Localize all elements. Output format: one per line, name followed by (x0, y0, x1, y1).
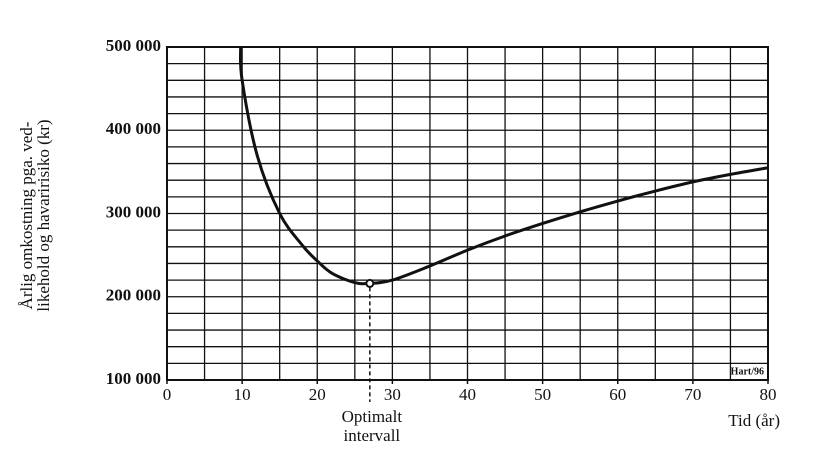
y-tick-label: 500 000 (106, 36, 161, 55)
y-axis-label: likehold og havaririsiko (kr) (34, 119, 53, 311)
y-tick-label: 400 000 (106, 119, 161, 138)
x-tick-label: 20 (309, 385, 326, 404)
y-tick-label: 100 000 (106, 369, 161, 388)
x-tick-label: 80 (760, 385, 777, 404)
optimum-marker (365, 278, 375, 288)
x-tick-label: 0 (163, 385, 172, 404)
cost-curve (238, 46, 769, 286)
credit: Hart/96 (731, 366, 764, 377)
x-tick-label: 50 (534, 385, 551, 404)
x-tick-label: 10 (234, 385, 251, 404)
annotation: intervall (344, 426, 401, 445)
x-tick-label: 40 (459, 385, 476, 404)
x-axis-label: Tid (år) (728, 411, 780, 430)
y-tick-label: 200 000 (106, 286, 161, 305)
y-tick-label: 300 000 (106, 202, 161, 221)
x-tick-label: 70 (684, 385, 701, 404)
y-axis-label: Årlig omkostning pga. ved- (17, 121, 36, 309)
x-tick-label: 60 (609, 385, 626, 404)
annotation: Optimalt (342, 407, 403, 426)
x-tick-label: 30 (384, 385, 401, 404)
